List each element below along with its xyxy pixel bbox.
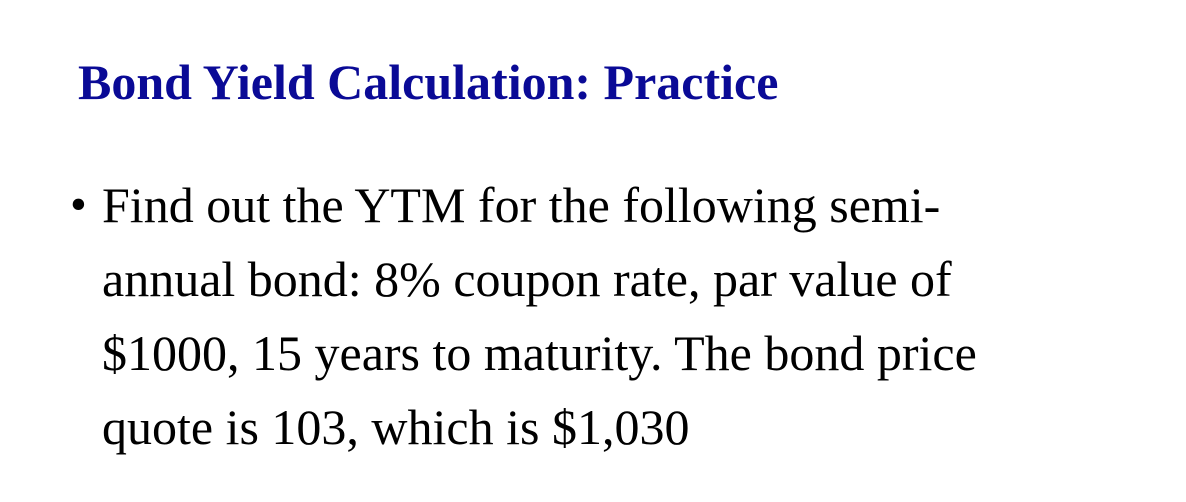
bullet-marker: •: [70, 178, 87, 231]
bullet-line: annual bond: 8% coupon rate, par value o…: [102, 251, 952, 307]
bullet-line: quote is 103, which is $1,030: [102, 399, 690, 455]
bullet-line: $1000, 15 years to maturity. The bond pr…: [102, 325, 977, 381]
bullet-text: Find out the YTM for the following semi-…: [102, 168, 1112, 464]
bullet-line: Find out the YTM for the following semi-: [102, 177, 941, 233]
slide-title: Bond Yield Calculation: Practice: [78, 54, 779, 110]
